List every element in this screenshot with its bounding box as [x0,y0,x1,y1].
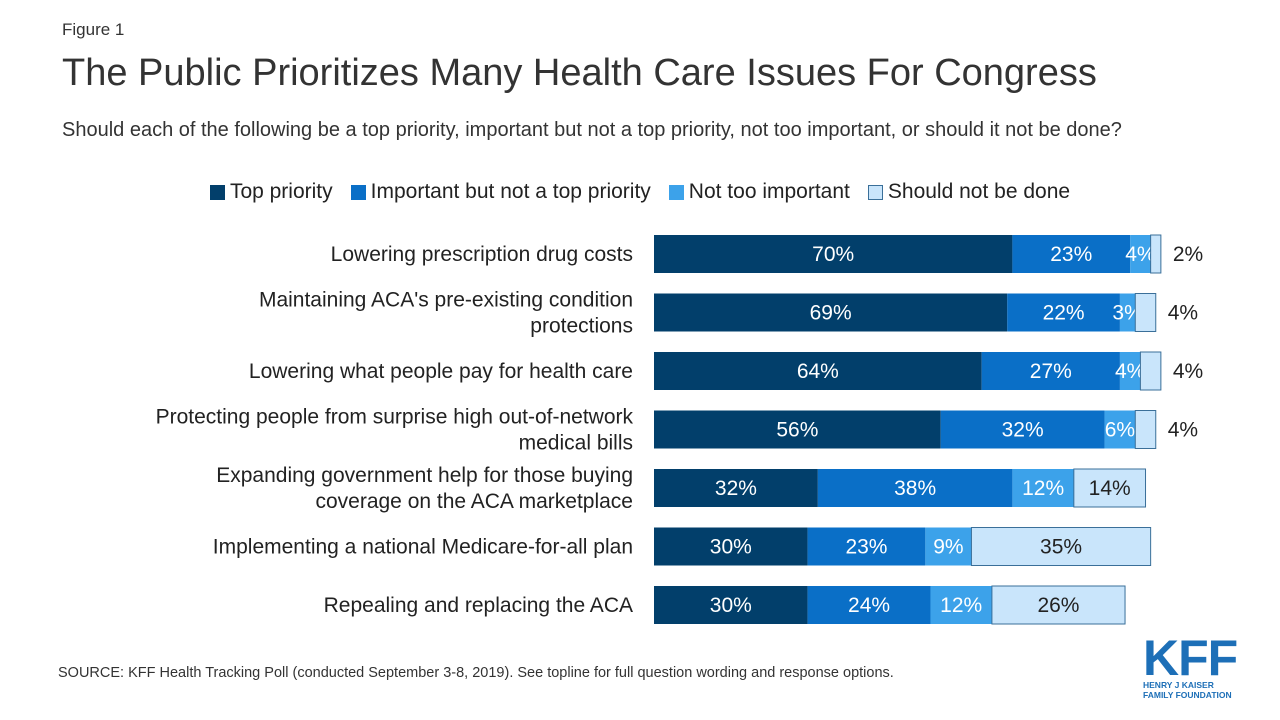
data-label: 35% [1040,536,1082,559]
data-label: 14% [1089,477,1131,500]
bar-segment [1139,351,1162,391]
logo-wordmark: KFF [1143,630,1238,686]
legend-swatch [668,184,684,200]
data-label: 24% [848,594,890,617]
bar-segment [940,410,1105,449]
category-label: Implementing a national Medicare-for-all… [213,536,633,559]
bar-segment [981,352,1120,390]
legend-swatch [867,184,883,200]
logo-line-1: HENRY J KAISER [1143,680,1214,690]
bar-segment [1104,410,1136,449]
bar-segment [1119,352,1141,390]
legend-item-important: Important but not a top priority [350,180,651,204]
category-label: Expanding government help for those buyi… [216,464,633,487]
chart-title: The Public Prioritizes Many Health Care … [62,52,1097,94]
category-label: protections [530,315,633,338]
data-label: 30% [710,594,752,617]
bar-segment [817,469,1013,507]
data-label: 12% [1022,477,1064,500]
data-label: 23% [1050,243,1092,266]
bar-segment [1130,235,1151,273]
data-label: 4% [1125,243,1155,266]
bar-segment [1012,235,1131,273]
data-label: 6% [1105,419,1135,442]
data-label: 27% [1030,360,1072,383]
bar-segment [654,352,982,390]
logo-line-2: FAMILY FOUNDATION [1143,690,1232,700]
data-label: 4% [1168,419,1198,442]
bar-segment [1134,410,1157,449]
bar-segment [930,586,992,624]
bar-segment [1134,293,1157,332]
figure-label: Figure 1 [62,20,125,39]
bar-segment [991,585,1126,625]
bar-segment [654,235,1013,273]
category-label: coverage on the ACA marketplace [315,490,633,513]
bar-row: Lowering prescription drug costs 70% 23% 4%… [331,234,1203,274]
data-label: 69% [810,302,852,325]
data-label: 4% [1173,360,1203,383]
data-label: 9% [933,536,963,559]
data-label: 4% [1168,302,1198,325]
bar-segment [1119,293,1136,332]
bar-row: Implementing a national Medicare-for-all… [213,527,1152,566]
bar-row: Repealing and replacing the ACA 30% 24% 12%… [324,585,1126,625]
data-label: 26% [1037,594,1079,617]
category-label: Maintaining ACA's pre-existing condition [259,289,633,312]
bar-row: Expanding government help for those buyi… [216,464,1147,513]
bar-segment [925,527,972,566]
bar-segment [654,410,941,449]
bar-row: Lowering what people pay for health care… [249,351,1203,391]
legend-label: Not too important [688,180,850,203]
source-note: SOURCE: KFF Health Tracking Poll (conduc… [58,665,894,681]
bar-segment [970,527,1152,566]
legend-swatch [350,184,366,200]
bar-row: Maintaining ACA's pre-existing condition… [259,289,1198,338]
category-label: Lowering what people pay for health care [249,360,633,383]
bar-segment [654,527,808,566]
legend-item-top-priority: Top priority [209,180,333,204]
bar-segment [654,293,1008,332]
bar-segment [807,586,931,624]
bar-segment [654,469,818,507]
kff-logo: KFF HENRY J KAISER FAMILY FOUNDATION [1143,630,1238,700]
data-label: 12% [940,594,982,617]
bar-segment [1012,469,1074,507]
category-label: medical bills [519,432,633,455]
data-label: 38% [894,477,936,500]
legend-label: Should not be done [887,180,1071,203]
data-label: 70% [812,243,854,266]
data-label: 56% [776,419,818,442]
bar-segment [1150,234,1162,274]
bar-segment [1073,468,1147,508]
data-label: 22% [1043,302,1085,325]
data-label: 30% [710,536,752,559]
data-label: 32% [715,477,757,500]
data-label: 2% [1173,243,1203,266]
bar-segment [807,527,926,566]
bar-segment [654,586,808,624]
category-label: Lowering prescription drug costs [331,243,633,266]
bar-segment [1007,293,1120,332]
data-label: 23% [845,536,887,559]
category-label: Protecting people from surprise high out… [156,406,634,429]
legend-item-should-not-be-done: Should not be done [867,180,1071,204]
legend-label: Important but not a top priority [370,180,651,203]
legend-item-not-too-important: Not too important [668,180,850,204]
legend-swatch [209,184,225,200]
bar-row: Protecting people from surprise high out… [156,406,1199,455]
legend-label: Top priority [229,180,333,203]
chart-subtitle: Should each of the following be a top pr… [62,119,1122,141]
category-label: Repealing and replacing the ACA [324,594,633,617]
data-label: 64% [797,360,839,383]
data-label: 4% [1115,360,1145,383]
legend: Top priority Important but not a top pri… [0,180,1280,204]
data-label: 32% [1002,419,1044,442]
